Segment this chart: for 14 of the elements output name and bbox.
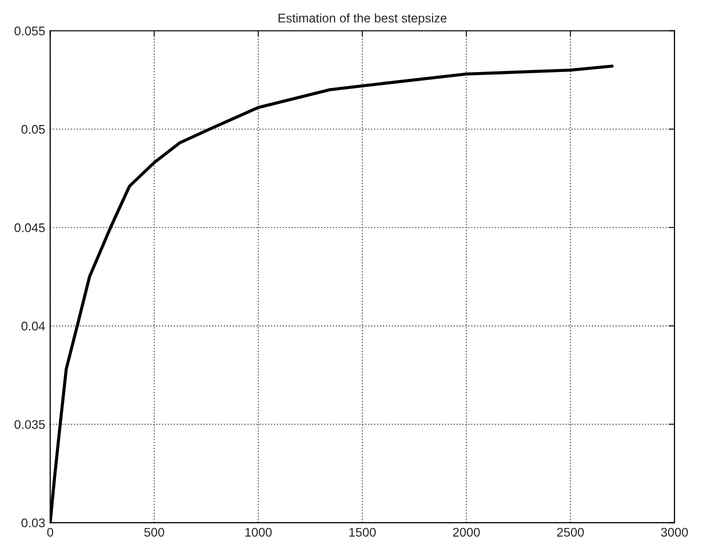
y-tick-label: 0.055 bbox=[14, 26, 45, 36]
x-tick-label: 1000 bbox=[245, 528, 272, 537]
y-tick-label: 0.04 bbox=[22, 322, 45, 331]
x-tick-label: 1500 bbox=[349, 528, 376, 537]
x-tick-label: 3000 bbox=[661, 528, 688, 537]
x-tick-label: 2500 bbox=[557, 528, 584, 537]
x-tick-label: 2000 bbox=[453, 528, 480, 537]
y-tick-label: 0.03 bbox=[22, 518, 45, 528]
y-tick-label: 0.035 bbox=[14, 420, 45, 429]
y-tick-label: 0.05 bbox=[22, 124, 45, 134]
y-tick-label: 0.045 bbox=[14, 223, 45, 232]
chart-title: Estimation of the best stepsize bbox=[278, 13, 447, 26]
x-tick-label: 0 bbox=[47, 528, 54, 537]
x-tick-label: 500 bbox=[144, 528, 164, 537]
